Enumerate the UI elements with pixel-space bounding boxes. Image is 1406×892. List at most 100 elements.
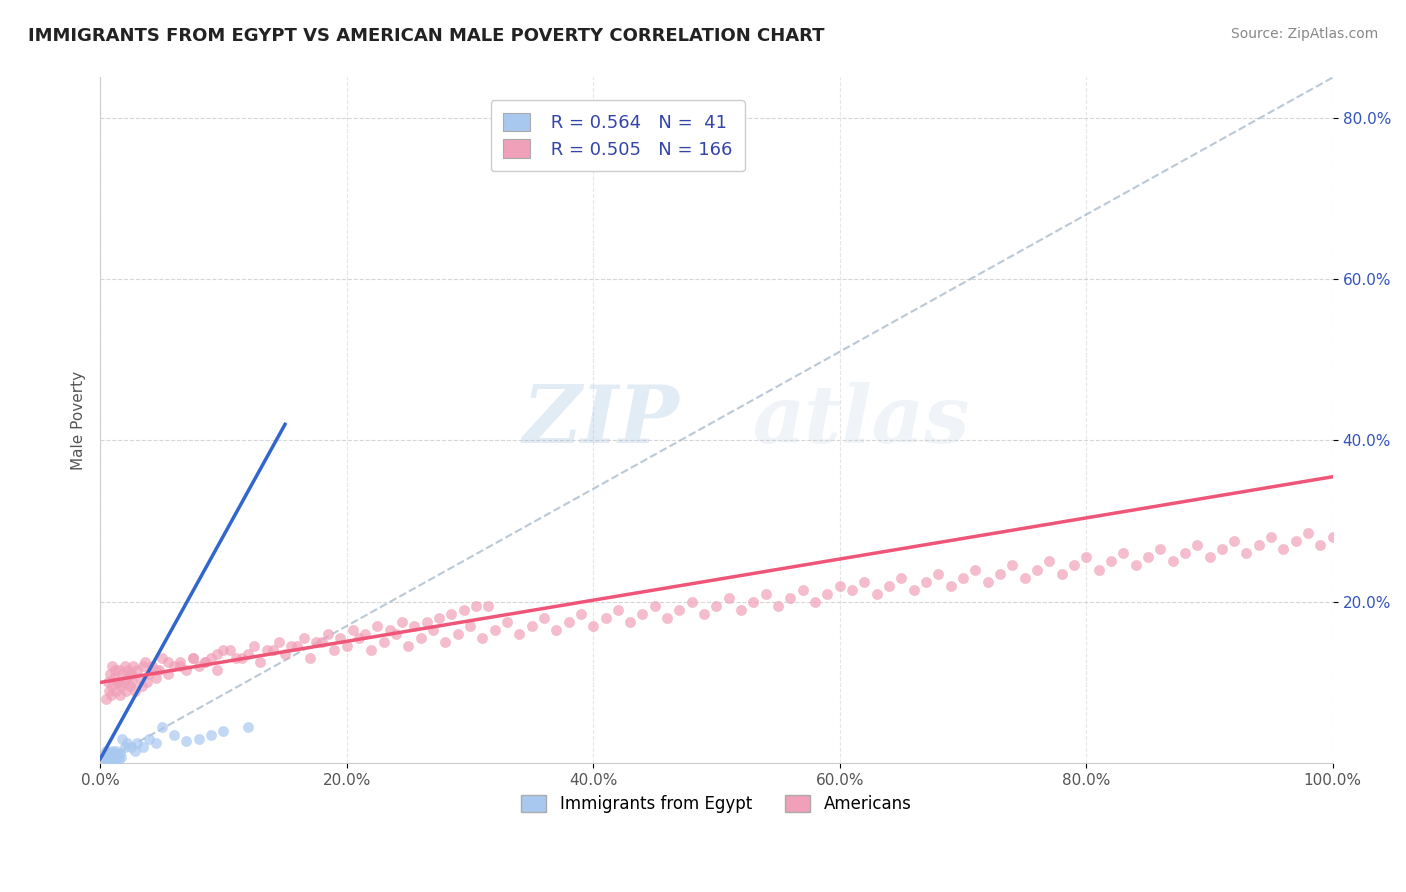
Point — [218, 643, 240, 657]
Point — [1185, 538, 1208, 552]
Point — [267, 635, 290, 649]
Point — [231, 651, 253, 665]
Point — [98, 749, 121, 764]
Point — [347, 631, 370, 645]
Point — [717, 591, 740, 605]
Point — [354, 627, 377, 641]
Point — [136, 675, 159, 690]
Point — [458, 619, 481, 633]
Point — [484, 623, 506, 637]
Point — [117, 736, 139, 750]
Point — [194, 655, 217, 669]
Text: atlas: atlas — [754, 382, 970, 459]
Point — [103, 751, 125, 765]
Point — [111, 731, 134, 746]
Point — [877, 579, 900, 593]
Point — [105, 744, 128, 758]
Point — [446, 627, 468, 641]
Point — [976, 574, 998, 589]
Point — [124, 683, 146, 698]
Point — [396, 639, 419, 653]
Point — [366, 619, 388, 633]
Point — [644, 599, 666, 613]
Point — [105, 747, 128, 762]
Point — [1174, 546, 1197, 560]
Point — [114, 739, 136, 754]
Point — [1087, 562, 1109, 576]
Point — [582, 619, 605, 633]
Point — [1038, 554, 1060, 568]
Point — [101, 680, 124, 694]
Point — [256, 643, 278, 657]
Point — [120, 739, 142, 754]
Point — [866, 587, 889, 601]
Point — [169, 659, 191, 673]
Point — [127, 736, 149, 750]
Point — [668, 603, 690, 617]
Point — [200, 728, 222, 742]
Point — [533, 611, 555, 625]
Point — [1322, 530, 1344, 544]
Point — [200, 651, 222, 665]
Point — [243, 639, 266, 653]
Point — [619, 615, 641, 629]
Point — [96, 747, 118, 762]
Point — [96, 747, 118, 761]
Point — [305, 635, 328, 649]
Point — [965, 562, 987, 576]
Point — [323, 643, 346, 657]
Point — [187, 731, 209, 746]
Point — [156, 667, 179, 681]
Point — [236, 647, 259, 661]
Point — [105, 749, 128, 764]
Point — [163, 728, 186, 742]
Point — [108, 688, 131, 702]
Point — [1309, 538, 1331, 552]
Point — [828, 579, 851, 593]
Point — [131, 680, 153, 694]
Point — [1112, 546, 1135, 560]
Point — [145, 664, 167, 678]
Point — [681, 595, 703, 609]
Point — [207, 647, 229, 661]
Point — [110, 680, 132, 694]
Point — [150, 651, 173, 665]
Point — [890, 571, 912, 585]
Y-axis label: Male Poverty: Male Poverty — [72, 371, 86, 470]
Point — [427, 611, 450, 625]
Point — [105, 683, 128, 698]
Point — [557, 615, 579, 629]
Text: IMMIGRANTS FROM EGYPT VS AMERICAN MALE POVERTY CORRELATION CHART: IMMIGRANTS FROM EGYPT VS AMERICAN MALE P… — [28, 27, 825, 45]
Point — [1099, 554, 1122, 568]
Point — [96, 752, 118, 766]
Point — [693, 607, 716, 621]
Point — [100, 752, 122, 766]
Point — [409, 631, 432, 645]
Point — [107, 664, 129, 678]
Point — [145, 736, 167, 750]
Point — [903, 582, 925, 597]
Point — [1285, 534, 1308, 549]
Point — [122, 659, 145, 673]
Point — [952, 571, 974, 585]
Point — [104, 752, 127, 766]
Point — [477, 599, 499, 613]
Point — [342, 623, 364, 637]
Point — [132, 659, 155, 673]
Text: Source: ZipAtlas.com: Source: ZipAtlas.com — [1230, 27, 1378, 41]
Point — [120, 667, 142, 681]
Point — [104, 747, 127, 762]
Point — [103, 672, 125, 686]
Point — [96, 749, 118, 764]
Point — [138, 731, 160, 746]
Point — [96, 691, 118, 706]
Point — [378, 623, 401, 637]
Point — [127, 664, 149, 678]
Point — [804, 595, 827, 609]
Point — [1125, 558, 1147, 573]
Point — [595, 611, 617, 625]
Point — [163, 659, 186, 673]
Point — [1001, 558, 1024, 573]
Point — [121, 675, 143, 690]
Point — [176, 733, 198, 747]
